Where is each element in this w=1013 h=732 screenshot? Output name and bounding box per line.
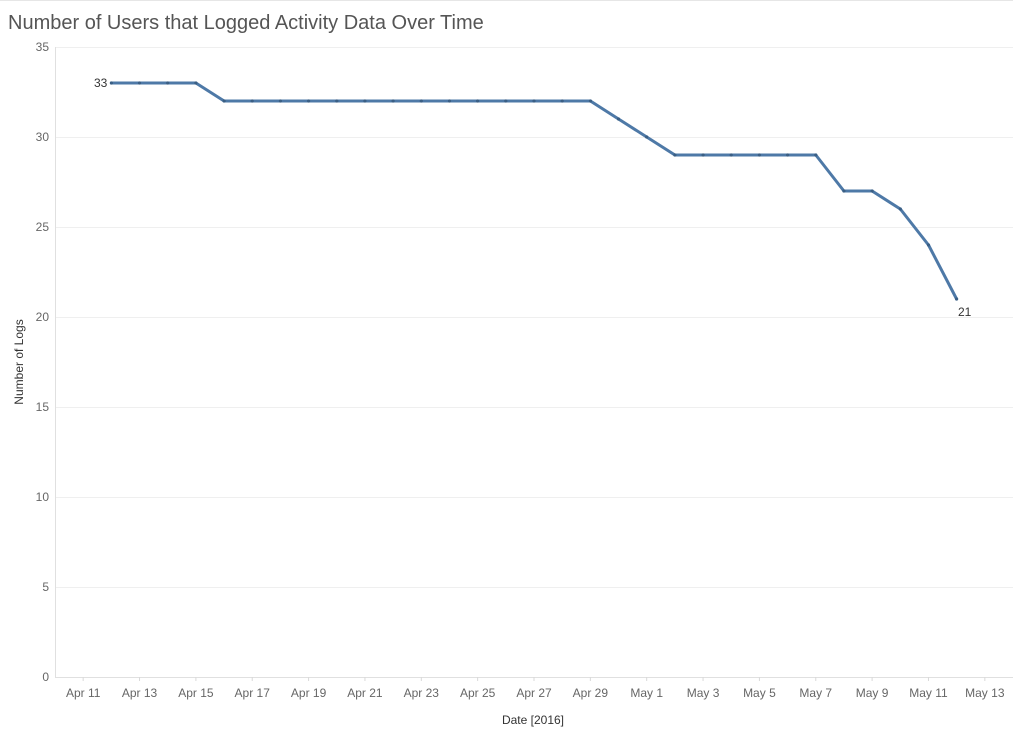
y-tick-label: 15 bbox=[36, 400, 50, 414]
top-divider bbox=[0, 0, 1013, 1]
series-line bbox=[109, 81, 959, 301]
x-tick-label: Apr 27 bbox=[516, 686, 552, 700]
data-point bbox=[137, 81, 142, 85]
data-point bbox=[645, 135, 649, 139]
data-point bbox=[786, 153, 790, 157]
y-axis-ticks: 0 5 10 15 20 25 30 35 bbox=[36, 40, 50, 684]
data-point bbox=[814, 153, 818, 157]
data-point bbox=[532, 99, 536, 103]
data-point bbox=[757, 153, 762, 157]
data-point bbox=[898, 207, 902, 211]
data-point bbox=[616, 117, 621, 121]
data-point bbox=[673, 153, 677, 157]
data-point bbox=[729, 153, 733, 157]
data-point bbox=[335, 99, 339, 103]
data-point bbox=[250, 99, 254, 103]
data-point bbox=[476, 99, 480, 103]
data-point bbox=[926, 243, 931, 247]
data-point bbox=[560, 99, 564, 103]
x-tick-label: Apr 21 bbox=[347, 686, 383, 700]
data-point bbox=[419, 99, 423, 103]
x-tick-label: Apr 29 bbox=[573, 686, 609, 700]
x-tick-label: Apr 23 bbox=[404, 686, 440, 700]
data-label: 21 bbox=[958, 305, 972, 319]
x-tick-label: Apr 17 bbox=[235, 686, 271, 700]
x-tick-label: Apr 15 bbox=[178, 686, 214, 700]
y-tick-label: 25 bbox=[36, 220, 50, 234]
y-tick-label: 0 bbox=[42, 670, 49, 684]
data-point bbox=[870, 189, 874, 193]
chart-title: Number of Users that Logged Activity Dat… bbox=[8, 12, 484, 34]
data-point bbox=[588, 99, 593, 103]
series-lines bbox=[109, 81, 959, 301]
x-tick-label: May 13 bbox=[965, 686, 1005, 700]
x-tick-label: Apr 25 bbox=[460, 686, 496, 700]
y-tick-label: 30 bbox=[36, 130, 50, 144]
data-point bbox=[447, 99, 452, 103]
data-point bbox=[166, 81, 170, 85]
x-tick-label: May 3 bbox=[687, 686, 720, 700]
x-tick-label: May 9 bbox=[856, 686, 889, 700]
data-point bbox=[955, 297, 959, 301]
x-tick-label: May 1 bbox=[630, 686, 663, 700]
data-point bbox=[307, 99, 311, 103]
y-tick-label: 10 bbox=[36, 490, 50, 504]
grid-lines bbox=[55, 47, 1013, 588]
x-tick-label: May 7 bbox=[799, 686, 832, 700]
y-tick-label: 35 bbox=[36, 40, 50, 54]
x-tick-label: Apr 13 bbox=[122, 686, 158, 700]
x-axis-title: Date [2016] bbox=[502, 713, 564, 727]
data-label: 33 bbox=[94, 76, 108, 90]
data-labels: 33 21 bbox=[94, 76, 972, 319]
x-tick-label: May 11 bbox=[909, 686, 948, 700]
y-tick-label: 5 bbox=[42, 580, 49, 594]
y-tick-label: 20 bbox=[36, 310, 50, 324]
data-point bbox=[109, 81, 113, 85]
x-tick-label: Apr 11 bbox=[66, 686, 101, 700]
data-point bbox=[842, 189, 846, 193]
data-point bbox=[278, 99, 282, 103]
axes bbox=[55, 47, 1013, 678]
data-point bbox=[391, 99, 395, 103]
data-point bbox=[222, 99, 226, 103]
x-axis-ticks: Apr 11 Apr 13 Apr 15 Apr 17 Apr 19 Apr 21 Apr … bbox=[66, 677, 1005, 700]
x-tick-label: May 5 bbox=[743, 686, 776, 700]
data-point bbox=[701, 153, 705, 157]
data-point bbox=[194, 81, 198, 85]
y-axis-title: Number of Logs bbox=[12, 319, 26, 404]
data-point bbox=[363, 99, 367, 103]
x-tick-label: Apr 19 bbox=[291, 686, 327, 700]
series-points bbox=[109, 81, 959, 301]
data-point bbox=[504, 99, 508, 103]
